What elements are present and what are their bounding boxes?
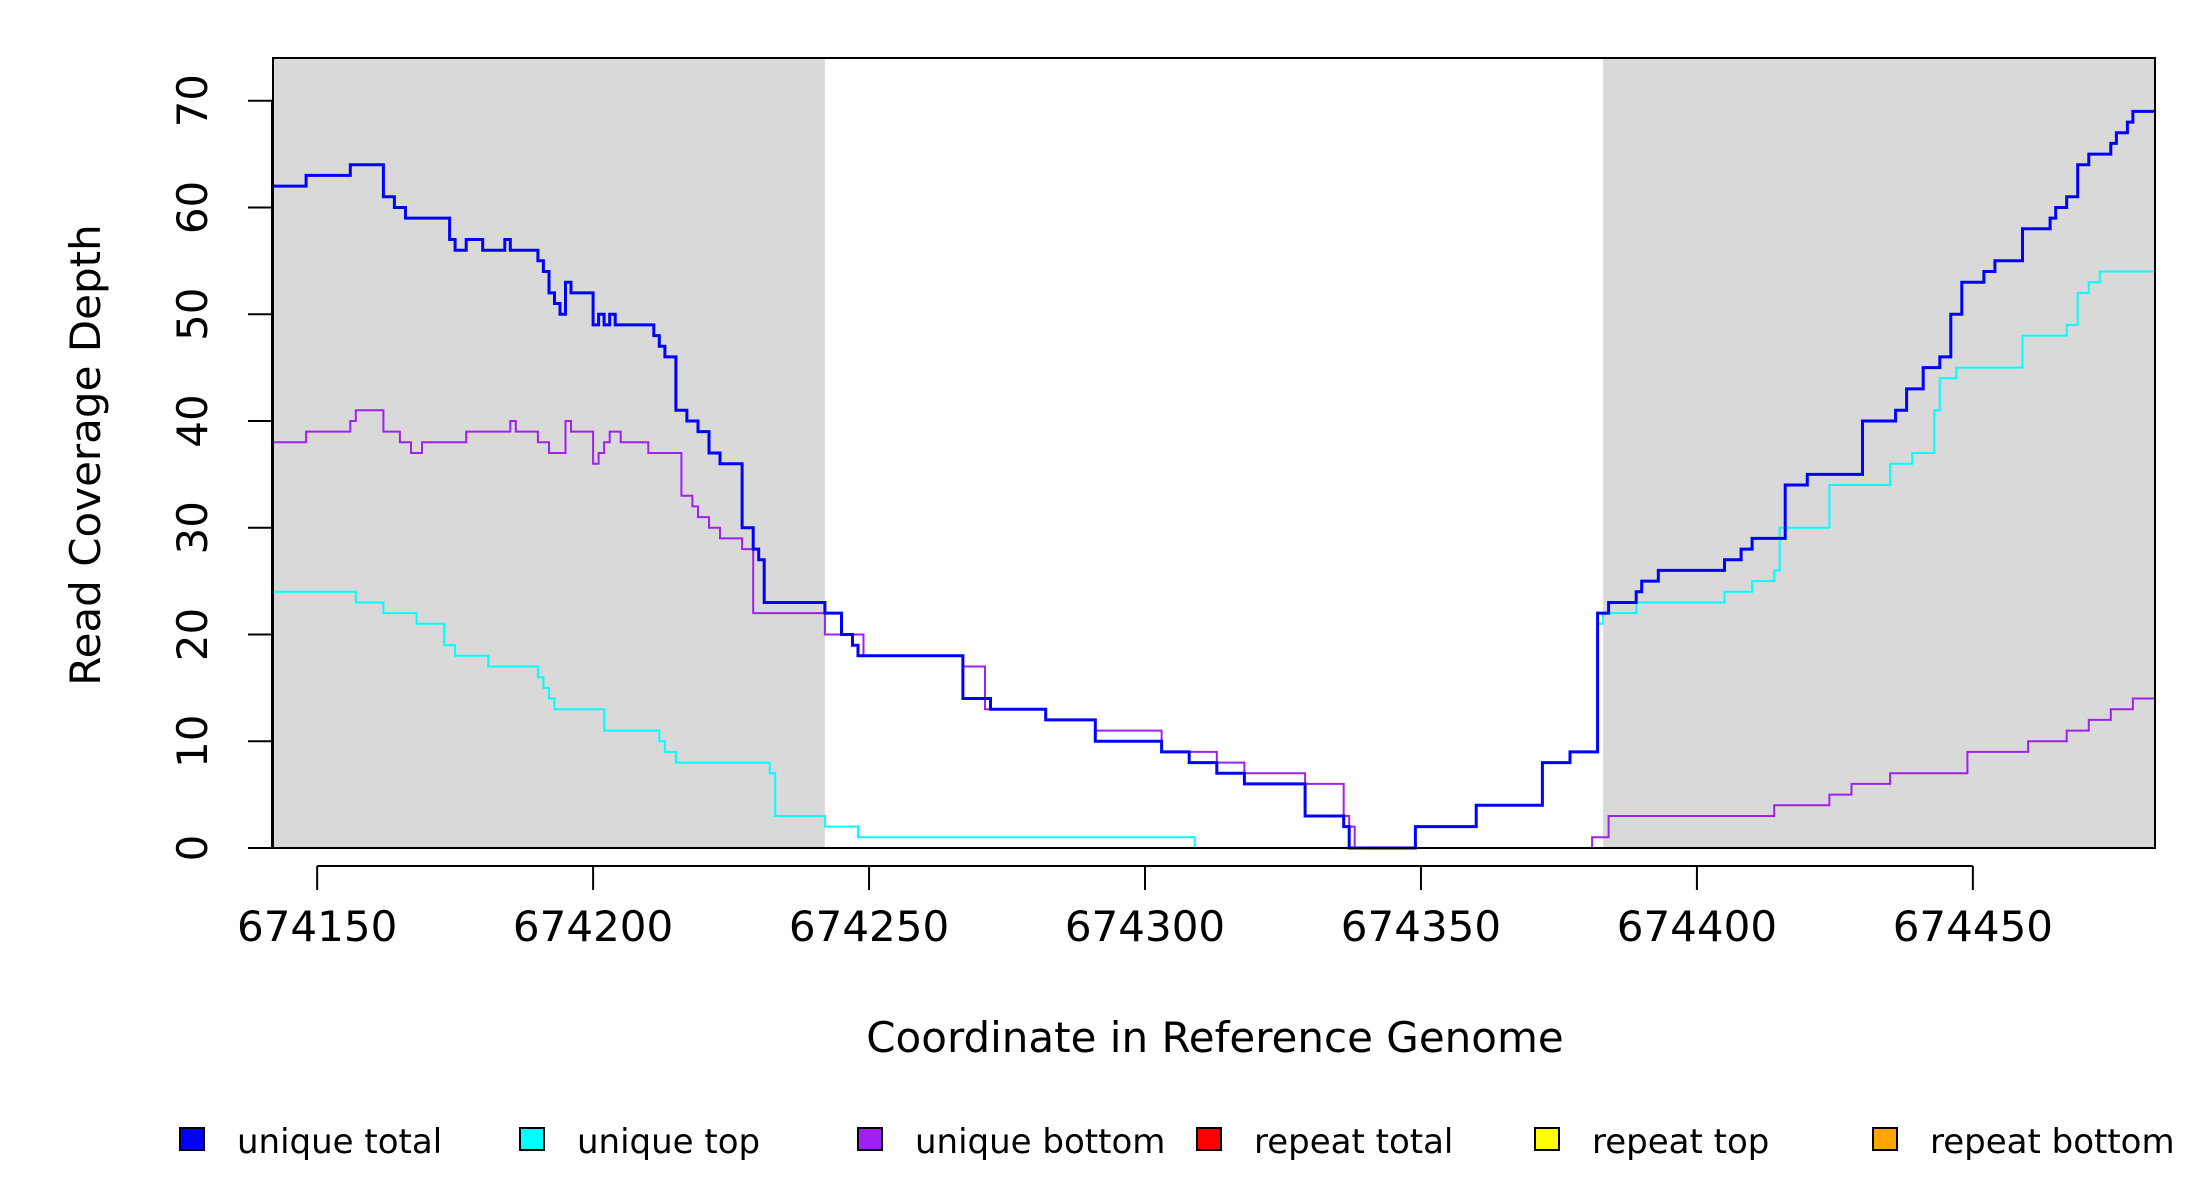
legend-label: unique top xyxy=(577,1122,760,1162)
x-tick-label: 674400 xyxy=(1617,902,1777,951)
series-unique-total xyxy=(273,109,2155,850)
legend-swatch xyxy=(1872,1127,1898,1151)
legend-label: unique bottom xyxy=(915,1122,1165,1162)
y-axis: 0 10 20 30 40 50 60 70 xyxy=(168,74,273,862)
legend-swatch xyxy=(1534,1127,1560,1151)
shaded-region-2 xyxy=(1603,58,2155,848)
y-tick-label: 30 xyxy=(168,501,217,554)
y-tick-label: 70 xyxy=(168,74,217,127)
x-tick-label: 674300 xyxy=(1065,902,1225,951)
legend-item-unique-bottom: unique bottom xyxy=(857,1122,1165,1162)
y-tick-label: 20 xyxy=(168,608,217,661)
y-tick-label: 40 xyxy=(168,394,217,447)
legend-item-unique-top: unique top xyxy=(519,1122,760,1162)
legend-label: unique total xyxy=(237,1122,442,1162)
legend: unique total unique top unique bottom repea… xyxy=(179,1122,2175,1162)
y-tick-label: 0 xyxy=(168,835,217,862)
x-axis: 674150 674200 674250 674300 674350 674400 6744… xyxy=(237,865,2053,951)
x-tick-label: 674200 xyxy=(513,902,673,951)
legend-item-repeat-bottom: repeat bottom xyxy=(1872,1122,2175,1162)
series-unique-bottom xyxy=(273,409,2156,849)
legend-label: repeat bottom xyxy=(1930,1122,2175,1162)
legend-label: repeat total xyxy=(1254,1122,1453,1162)
legend-swatch xyxy=(519,1127,545,1151)
y-tick-label: 10 xyxy=(168,715,217,768)
y-tick-label: 60 xyxy=(168,181,217,234)
x-tick-label: 674450 xyxy=(1893,902,2053,951)
legend-swatch xyxy=(179,1127,205,1151)
x-axis-label: Coordinate in Reference Genome xyxy=(866,1013,1564,1062)
legend-swatch xyxy=(1196,1127,1222,1151)
y-tick-label: 50 xyxy=(168,287,217,340)
legend-item-repeat-total: repeat total xyxy=(1196,1122,1453,1162)
y-axis-label: Read Coverage Depth xyxy=(61,224,110,685)
x-tick-label: 674150 xyxy=(237,902,397,951)
legend-label: repeat top xyxy=(1592,1122,1769,1162)
x-tick-label: 674250 xyxy=(789,902,949,951)
legend-swatch xyxy=(857,1127,883,1151)
legend-item-repeat-top: repeat top xyxy=(1534,1122,1769,1162)
x-tick-label: 674350 xyxy=(1341,902,1501,951)
legend-item-unique-total: unique total xyxy=(179,1122,442,1162)
